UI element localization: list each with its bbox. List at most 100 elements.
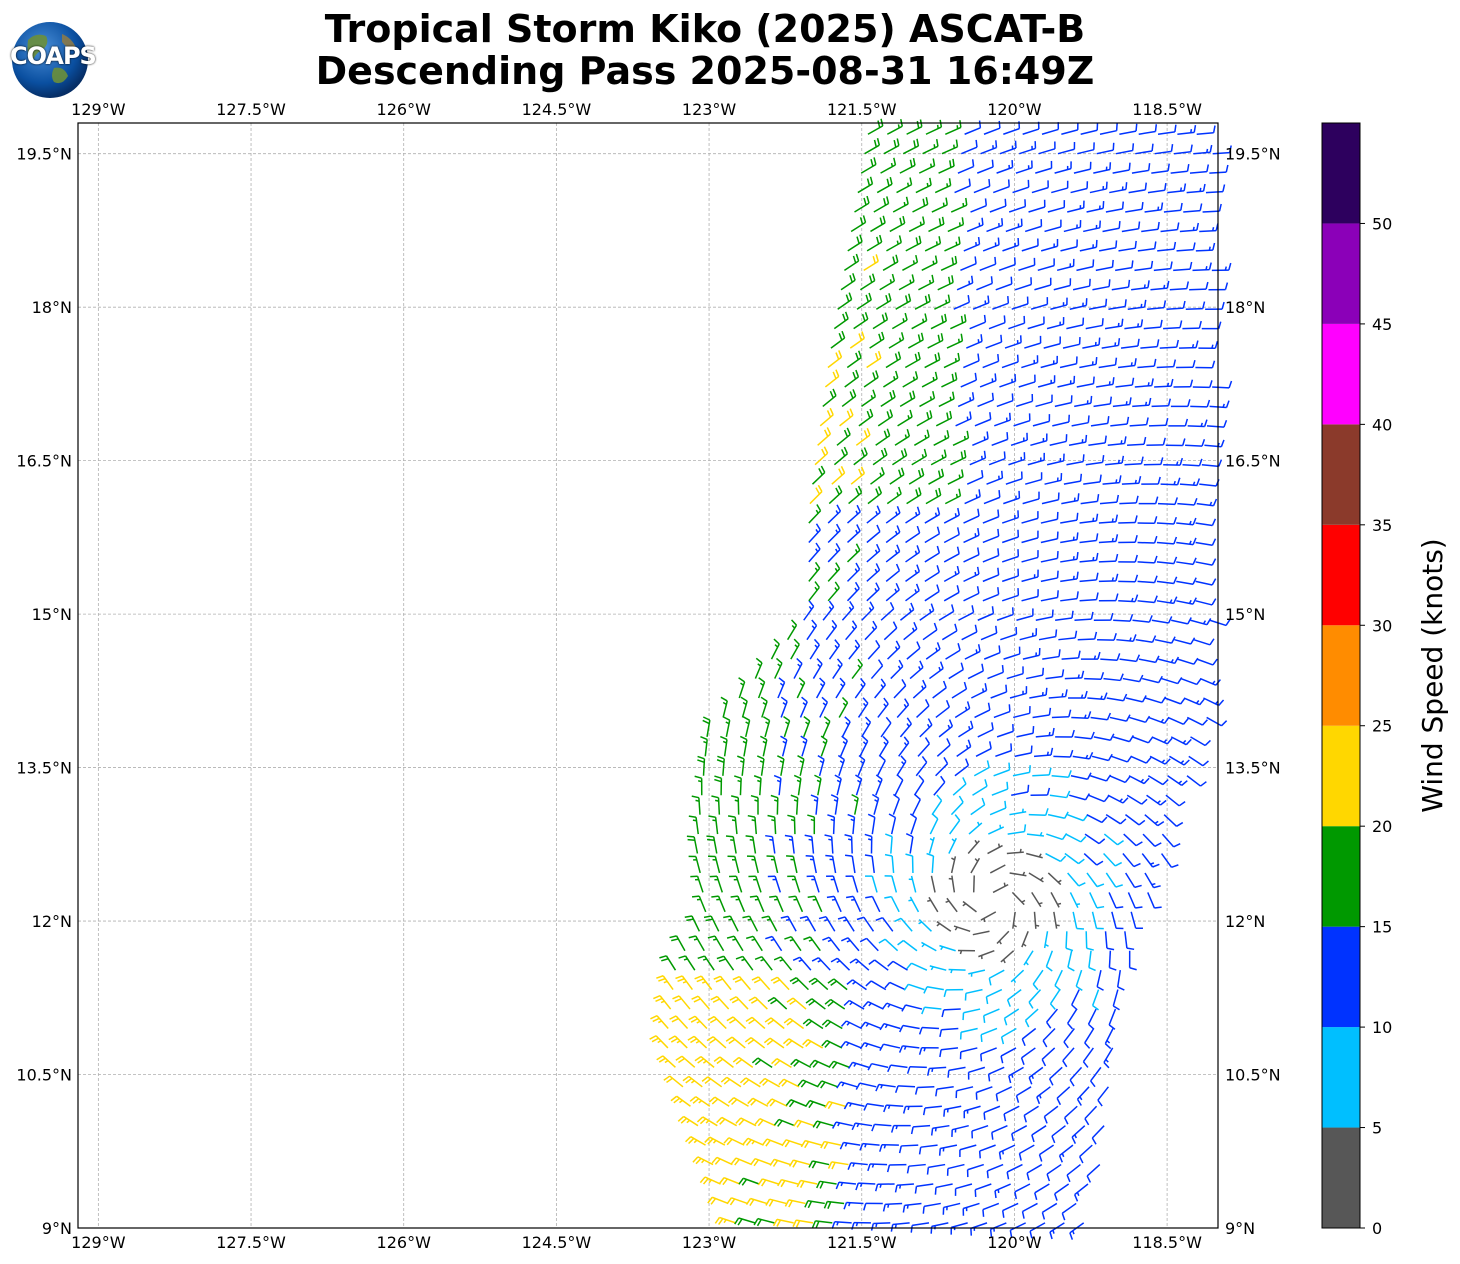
wind-barb: [846, 562, 861, 582]
wind-barb: [809, 484, 823, 505]
wind-barb: [725, 1036, 746, 1049]
wind-barb: [825, 619, 838, 641]
wind-barb: [894, 1085, 916, 1094]
wind-barb: [992, 179, 1010, 194]
wind-barb: [814, 774, 822, 796]
wind-barb: [1040, 238, 1059, 252]
colorbar-bin: [1322, 1127, 1360, 1228]
wind-barb: [1087, 1008, 1097, 1030]
wind-barb: [1157, 497, 1179, 506]
wind-barb: [880, 601, 895, 621]
wind-barb: [1009, 1222, 1027, 1238]
wind-barb: [808, 561, 821, 582]
wind-barb: [822, 716, 831, 738]
wind-barb: [902, 254, 919, 271]
wind-barb: [905, 564, 921, 582]
wind-barb: [703, 915, 720, 932]
wind-barb: [803, 716, 811, 738]
lat-tick-label-right: 9°N: [1225, 1219, 1255, 1238]
wind-barb: [948, 968, 966, 974]
wind-barb: [987, 843, 1003, 855]
wind-barb: [853, 312, 869, 330]
wind-barb: [1132, 397, 1152, 408]
coaps-logo: COAPS: [10, 20, 97, 100]
wind-barb: [1050, 892, 1062, 908]
wind-barb: [1018, 257, 1036, 272]
wind-barb: [871, 793, 880, 815]
wind-barb: [1176, 597, 1197, 605]
colorbar-bin: [1322, 625, 1360, 726]
wind-barb: [1135, 143, 1154, 155]
wind-barb: [1199, 677, 1221, 686]
wind-barb: [1086, 201, 1105, 213]
wind-barb: [1163, 457, 1184, 466]
wind-barb: [732, 1056, 754, 1068]
wind-barb: [827, 350, 843, 369]
wind-barb: [855, 1082, 877, 1090]
wind-barb: [754, 1118, 776, 1127]
wind-barb: [1067, 1008, 1078, 1030]
wind-barb: [716, 955, 735, 971]
wind-barb: [878, 938, 899, 952]
wind-barb: [1122, 853, 1141, 868]
wind-barb: [1141, 853, 1160, 868]
wind-barb: [922, 1202, 941, 1214]
wind-barb: [963, 353, 980, 369]
wind-barb: [1167, 775, 1188, 786]
wind-barb: [941, 1008, 961, 1018]
wind-barb: [1028, 989, 1042, 1009]
wind-barb: [685, 1136, 706, 1146]
wind-barb: [999, 140, 1017, 155]
wind-barb: [988, 969, 1005, 986]
wind-barb: [1011, 296, 1029, 310]
wind-barb: [1041, 1047, 1056, 1067]
wind-barb: [925, 119, 943, 135]
wind-barb: [863, 254, 879, 271]
wind-barb: [719, 1176, 741, 1186]
wind-barb: [988, 451, 1006, 466]
wind-barb: [1128, 950, 1137, 971]
wind-barb: [1147, 775, 1169, 786]
wind-barb: [969, 314, 987, 330]
wind-barb: [896, 698, 910, 718]
wind-barb: [1127, 436, 1147, 447]
wind-barb: [824, 998, 846, 1010]
wind-barb: [1119, 495, 1139, 505]
wind-barb: [890, 1222, 910, 1232]
wind-barb: [1148, 716, 1170, 725]
wind-barb: [754, 955, 773, 971]
chart-title-line-1: Tropical Storm Kiko (2025) ASCAT-B: [324, 7, 1086, 51]
wind-barb: [821, 1019, 843, 1030]
wind-barb: [978, 1144, 996, 1159]
colorbar-frame: [1321, 122, 1361, 1229]
wind-barb: [800, 1139, 822, 1149]
wind-barb: [1173, 261, 1193, 272]
wind-barb: [723, 1137, 745, 1146]
lat-tick-label-left: 13.5°N: [16, 759, 72, 778]
wind-barb: [895, 293, 912, 310]
wind-barb: [1110, 416, 1130, 427]
wind-barb: [1203, 697, 1225, 707]
wind-barb: [846, 543, 861, 563]
wind-barb: [870, 659, 884, 680]
wind-barb: [1005, 218, 1023, 233]
wind-barb: [1045, 950, 1054, 972]
wind-barb: [924, 584, 940, 602]
wind-barb: [899, 390, 916, 408]
wind-barb: [1183, 203, 1203, 213]
wind-barb: [811, 1220, 833, 1229]
wind-barb: [796, 677, 806, 699]
wind-barb: [1080, 122, 1099, 135]
wind-barb: [944, 488, 962, 505]
wind-barb: [916, 410, 933, 427]
wind-barb: [1212, 380, 1233, 389]
wind-barb: [1161, 677, 1183, 685]
wind-barb: [977, 722, 994, 738]
wind-barb: [1028, 808, 1049, 817]
wind-barb: [1121, 221, 1141, 233]
wind-barb: [1089, 181, 1108, 194]
wind-barb: [1108, 299, 1127, 310]
wind-barb: [964, 988, 983, 1001]
wind-barb: [847, 1162, 868, 1170]
wind-barb: [883, 138, 900, 155]
